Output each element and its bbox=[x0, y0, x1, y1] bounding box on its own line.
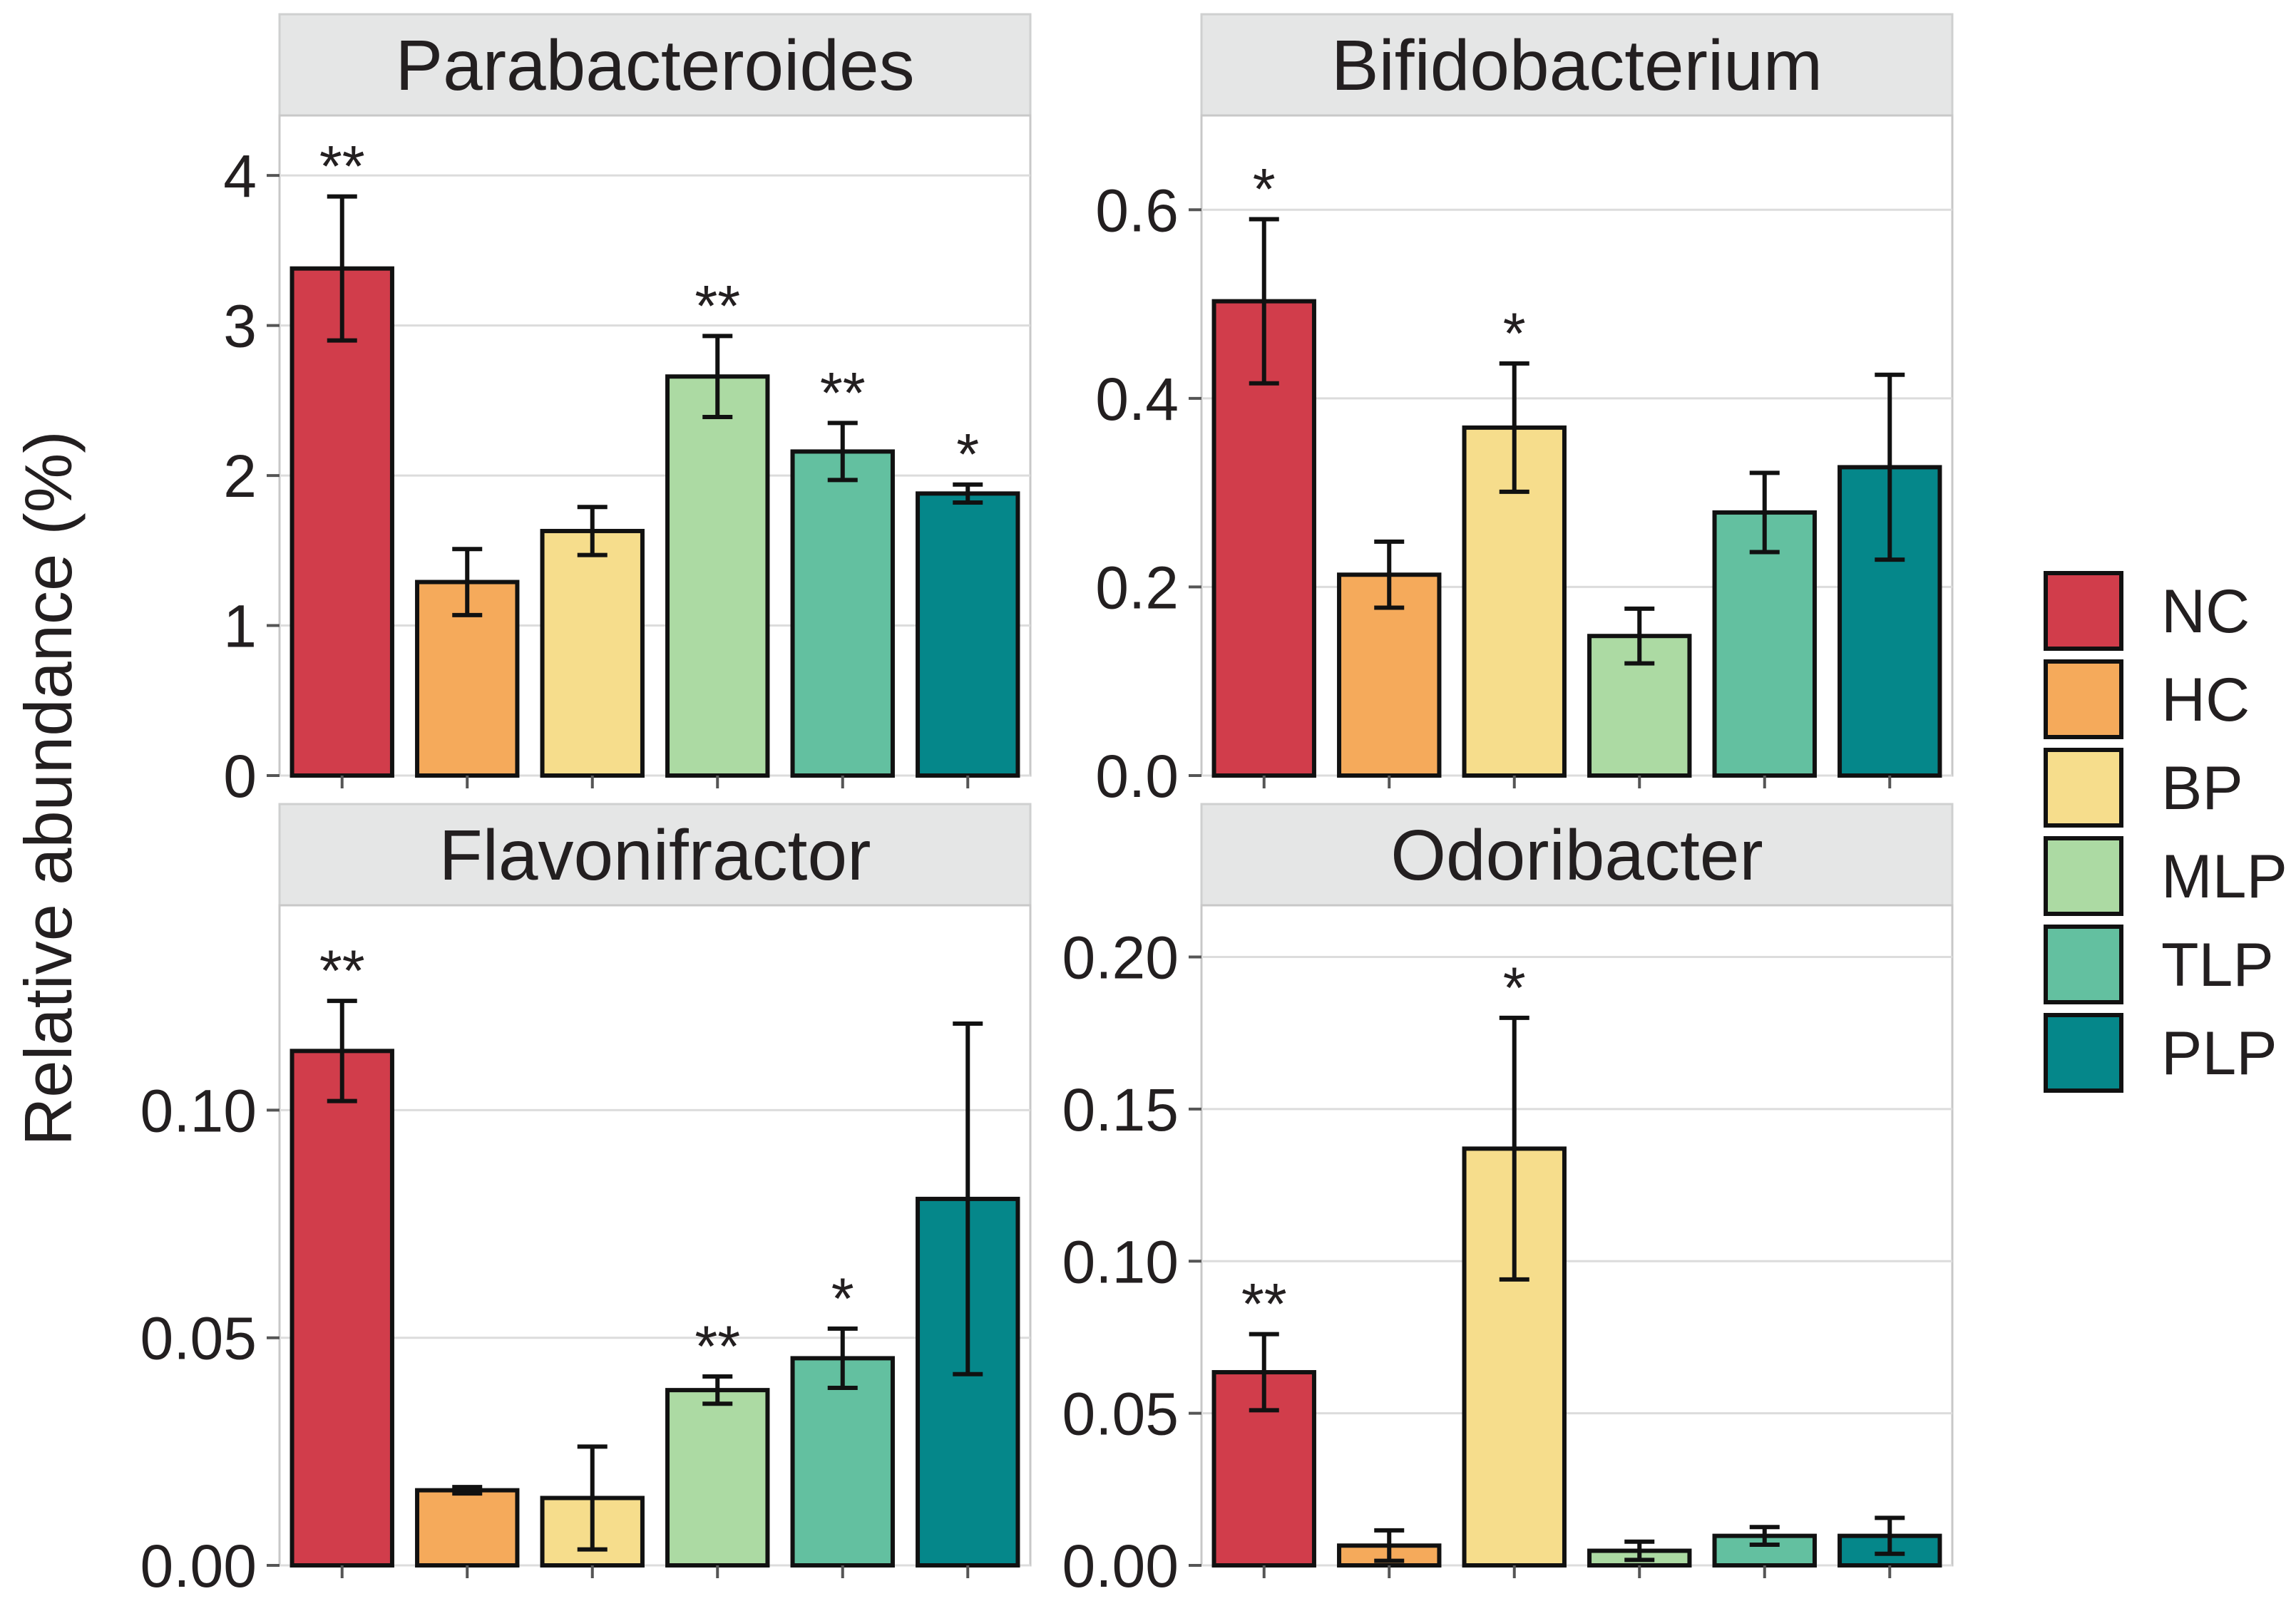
flavonifractor-y-tick-label: 0.10 bbox=[140, 1077, 257, 1144]
y-axis-title: Relative abundance (%) bbox=[11, 431, 86, 1146]
odoribacter-y-tick-label: 0.15 bbox=[1062, 1076, 1179, 1143]
parabacteroides-significance-nc: ** bbox=[319, 135, 365, 200]
parabacteroides-panel bbox=[278, 114, 1032, 777]
bifidobacterium-significance-bp: * bbox=[1503, 302, 1526, 366]
parabacteroides-significance-plp: * bbox=[956, 423, 979, 488]
parabacteroides-bar-nc bbox=[289, 266, 394, 778]
odoribacter-y-tick-label: 0.00 bbox=[1062, 1533, 1179, 1600]
odoribacter-panel bbox=[1200, 904, 1954, 1567]
odoribacter-title: Odoribacter bbox=[1390, 815, 1763, 895]
legend-label-bp: BP bbox=[2161, 754, 2243, 823]
legend-swatch-hc bbox=[2044, 659, 2123, 739]
odoribacter-y-tick-label: 0.05 bbox=[1062, 1381, 1179, 1448]
parabacteroides-bar-tlp bbox=[790, 449, 895, 778]
parabacteroides-y-tick-label: 1 bbox=[223, 593, 257, 660]
bifidobacterium-y-tick-label: 0.2 bbox=[1095, 554, 1179, 621]
flavonifractor-title: Flavonifractor bbox=[439, 815, 871, 895]
parabacteroides-strip bbox=[278, 13, 1032, 117]
flavonifractor-bar-hc bbox=[415, 1488, 520, 1568]
legend-swatch-plp bbox=[2044, 1013, 2123, 1093]
parabacteroides-bar-plp bbox=[916, 491, 1020, 778]
legend-item-mlp: MLP bbox=[2044, 832, 2287, 920]
flavonifractor-significance-tlp: * bbox=[831, 1267, 854, 1332]
bifidobacterium-significance-nc: * bbox=[1253, 158, 1276, 222]
legend-swatch-tlp bbox=[2044, 925, 2123, 1004]
legend-item-bp: BP bbox=[2044, 743, 2286, 832]
parabacteroides-significance-mlp: ** bbox=[695, 274, 740, 339]
bifidobacterium-y-tick-label: 0.4 bbox=[1095, 366, 1179, 433]
odoribacter-y-tick-label: 0.20 bbox=[1062, 925, 1179, 992]
flavonifractor-bar-nc bbox=[289, 1049, 394, 1568]
legend-label-tlp: TLP bbox=[2161, 931, 2274, 999]
legend: NC HC BP MLP TLP PLP bbox=[2044, 567, 2287, 1097]
bifidobacterium-panel bbox=[1200, 114, 1954, 777]
legend-item-nc: NC bbox=[2044, 567, 2286, 655]
legend-label-hc: HC bbox=[2161, 666, 2250, 734]
parabacteroides-title: Parabacteroides bbox=[395, 26, 914, 105]
parabacteroides-y-tick-label: 0 bbox=[223, 743, 257, 810]
bifidobacterium-y-tick-label: 0.0 bbox=[1095, 743, 1179, 810]
odoribacter-strip bbox=[1200, 803, 1954, 907]
legend-item-hc: HC bbox=[2044, 655, 2286, 743]
parabacteroides-bar-hc bbox=[415, 580, 520, 778]
flavonifractor-significance-mlp: ** bbox=[695, 1314, 740, 1379]
parabacteroides-bar-bp bbox=[540, 528, 645, 778]
legend-swatch-mlp bbox=[2044, 836, 2123, 916]
flavonifractor-strip bbox=[278, 803, 1032, 907]
legend-swatch-nc bbox=[2044, 571, 2123, 651]
odoribacter-bar-nc bbox=[1211, 1370, 1316, 1568]
bifidobacterium-strip bbox=[1200, 13, 1954, 117]
bifidobacterium-y-tick-label: 0.6 bbox=[1095, 177, 1179, 244]
odoribacter-significance-bp: * bbox=[1503, 956, 1526, 1021]
parabacteroides-significance-tlp: ** bbox=[820, 361, 866, 426]
legend-label-plp: PLP bbox=[2161, 1019, 2277, 1088]
legend-swatch-bp bbox=[2044, 748, 2123, 828]
legend-label-nc: NC bbox=[2161, 577, 2250, 646]
flavonifractor-bar-mlp bbox=[665, 1388, 770, 1568]
legend-item-tlp: TLP bbox=[2044, 920, 2286, 1009]
parabacteroides-y-tick-label: 4 bbox=[223, 143, 257, 210]
bifidobacterium-bar-tlp bbox=[1712, 510, 1817, 778]
odoribacter-y-tick-label: 0.10 bbox=[1062, 1228, 1179, 1295]
parabacteroides-y-tick-label: 2 bbox=[223, 443, 257, 510]
flavonifractor-panel bbox=[278, 904, 1032, 1567]
odoribacter-significance-nc: ** bbox=[1241, 1272, 1287, 1337]
flavonifractor-significance-nc: ** bbox=[319, 939, 365, 1004]
parabacteroides-bar-mlp bbox=[665, 374, 770, 778]
flavonifractor-y-tick-label: 0.05 bbox=[140, 1305, 257, 1372]
parabacteroides-y-tick-label: 3 bbox=[223, 293, 257, 360]
legend-label-mlp: MLP bbox=[2161, 843, 2287, 911]
flavonifractor-y-tick-label: 0.00 bbox=[140, 1533, 257, 1600]
bifidobacterium-title: Bifidobacterium bbox=[1331, 26, 1823, 105]
legend-item-plp: PLP bbox=[2044, 1009, 2286, 1097]
